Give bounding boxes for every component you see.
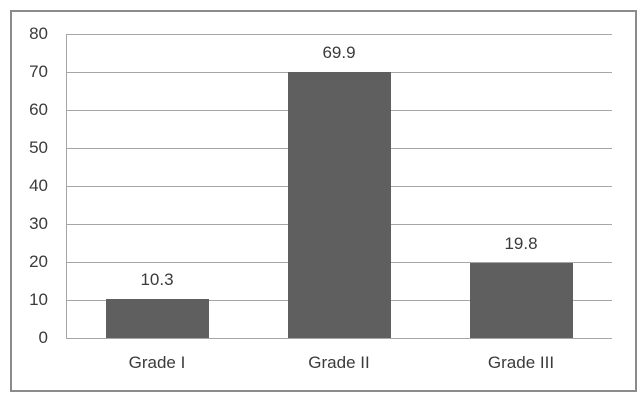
gridline — [66, 34, 612, 35]
y-tick-label: 60 — [29, 100, 48, 119]
bar-value-label: 10.3 — [140, 269, 174, 289]
bar-grade-iii — [469, 262, 573, 338]
y-tick-label: 70 — [29, 62, 48, 81]
x-category-label: Grade II — [308, 353, 370, 372]
y-axis-line — [66, 34, 67, 338]
x-category-label: Grade III — [487, 353, 555, 372]
bar-grade-ii — [287, 72, 391, 338]
bar-value-label: 69.9 — [322, 43, 356, 63]
y-tick-label: 80 — [29, 24, 48, 43]
bar-value-label: 19.8 — [504, 233, 538, 253]
plot-area: 0 10 20 30 40 50 60 70 80 10.3 Grade I 69.9 Grade II… — [12, 12, 635, 390]
x-axis-line — [66, 338, 612, 339]
y-tick-label: 0 — [38, 328, 48, 347]
chart-frame: 0 10 20 30 40 50 60 70 80 10.3 Grade I 69.9 Grade II… — [10, 10, 637, 392]
y-tick-label: 50 — [29, 138, 48, 157]
y-tick-label: 20 — [29, 252, 48, 271]
y-tick-label: 10 — [29, 290, 48, 309]
bar-grade-i — [105, 298, 209, 338]
y-tick-label: 30 — [29, 214, 48, 233]
x-category-label: Grade I — [128, 353, 186, 372]
y-tick-label: 40 — [29, 176, 48, 195]
